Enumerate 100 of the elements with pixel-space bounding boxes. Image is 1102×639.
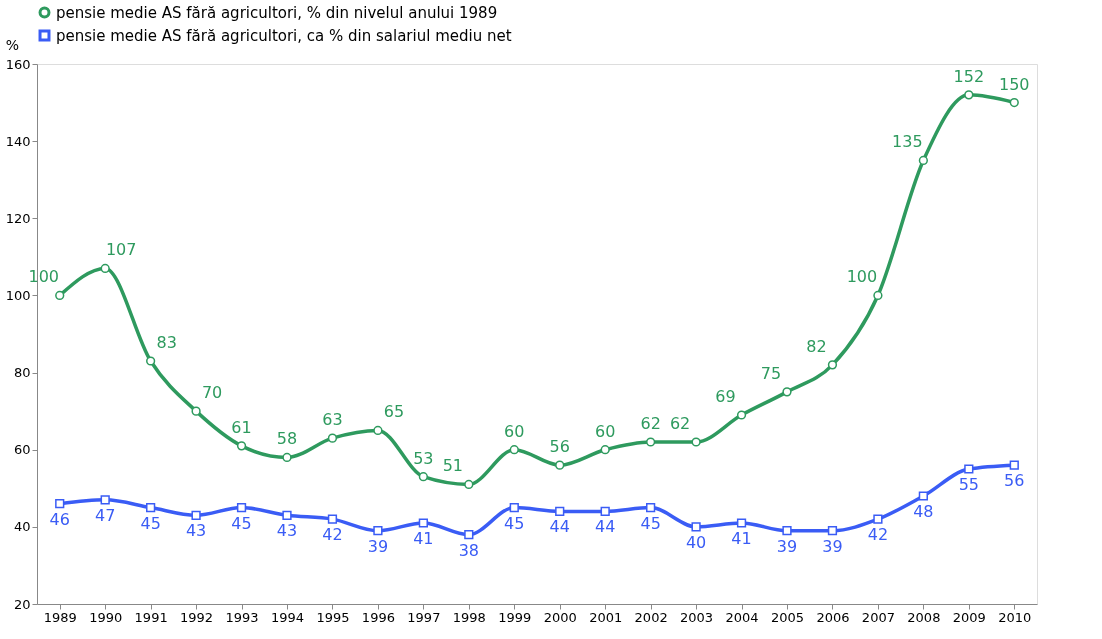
point [282,452,292,463]
point [236,502,247,513]
data-label: 83 [156,333,177,352]
data-label: 47 [95,505,116,525]
data-label: 60 [504,421,525,441]
point [100,263,110,274]
y-tick-label: 100 [5,287,31,303]
x-tick-label: 1999 [498,609,532,625]
point [736,518,747,528]
x-tick-label: 2010 [998,609,1032,625]
point [646,437,656,447]
x-tick-label: 2008 [907,609,941,625]
data-label: 58 [276,429,298,449]
point [464,479,474,490]
point [373,425,383,436]
x-tick-label: 1993 [225,609,259,625]
data-label: 42 [867,525,889,545]
x-tick-label: 2007 [861,609,895,625]
point [191,510,201,520]
point [55,290,65,301]
data-label: 48 [913,502,934,521]
point [100,495,110,505]
y-tick-label: 60 [13,442,31,458]
point [827,360,838,370]
data-label: 75 [760,363,782,383]
point [646,502,656,513]
point [327,433,338,443]
x-tick-label: 1998 [452,609,486,625]
y-tick-label: 160 [5,56,31,72]
data-label: 152 [953,66,985,86]
data-label: 63 [322,410,343,430]
point [191,406,201,416]
data-label: 38 [458,540,479,560]
point [918,491,928,501]
x-tick-label: 1989 [43,609,77,625]
x-tick-label: 1997 [407,609,441,625]
y-axis-title: % [5,36,20,53]
point [327,514,338,524]
data-label: 107 [105,240,137,260]
data-label: 45 [231,513,252,533]
data-label: 39 [367,536,389,556]
data-label: 43 [185,521,207,541]
point [964,90,974,100]
point [373,526,383,536]
y-tick-label: 120 [5,210,31,226]
data-label: 43 [276,521,298,541]
point [873,290,883,301]
data-label: 70 [201,383,223,403]
x-tick-label: 2000 [543,609,577,625]
data-label: 55 [958,475,979,494]
point [509,502,519,513]
x-tick-label: 2001 [589,609,623,625]
data-label: 44 [595,517,616,537]
x-tick-label: 1994 [270,609,305,625]
point [146,502,156,513]
point [464,529,474,540]
data-label: 56 [1004,471,1025,491]
point [782,387,792,397]
point [964,464,974,474]
point [418,472,428,482]
x-tick-label: 2002 [634,609,668,625]
point [282,510,292,520]
point [600,445,610,455]
point [918,155,928,166]
data-label: 62 [669,414,691,433]
point [827,526,838,536]
point [736,410,747,420]
data-label: 53 [413,448,434,468]
data-label: 44 [549,517,570,537]
point [555,460,565,470]
point [236,441,247,451]
data-label: 56 [549,437,570,457]
y-tick-label: 40 [13,519,31,535]
point [555,506,565,517]
x-tick-label: 1996 [361,609,395,625]
x-tick-label: 1995 [316,609,350,625]
data-label: 100 [846,267,878,287]
data-label: 45 [504,513,525,533]
point [600,506,610,517]
point [691,522,701,532]
point [782,526,792,536]
x-tick-label: 1992 [180,609,214,625]
point [509,445,519,455]
data-label: 41 [413,529,434,548]
y-tick-label: 140 [5,133,31,149]
data-label: 135 [892,132,923,152]
data-label: 39 [776,536,798,556]
data-label: 42 [322,525,343,545]
legend-label: pensie medie AS fără agricultori, ca % din salariul mediu net [56,26,512,45]
x-tick-label: 2004 [725,609,759,625]
y-tick-label: 20 [13,596,31,612]
data-label: 39 [822,536,843,556]
x-tick-label: 1991 [134,609,168,625]
point [418,518,428,528]
data-label: 62 [640,414,661,433]
data-label: 51 [442,456,463,476]
data-label: 69 [715,387,736,406]
data-label: 150 [999,74,1030,94]
data-label: 40 [685,532,707,552]
point [55,499,65,509]
